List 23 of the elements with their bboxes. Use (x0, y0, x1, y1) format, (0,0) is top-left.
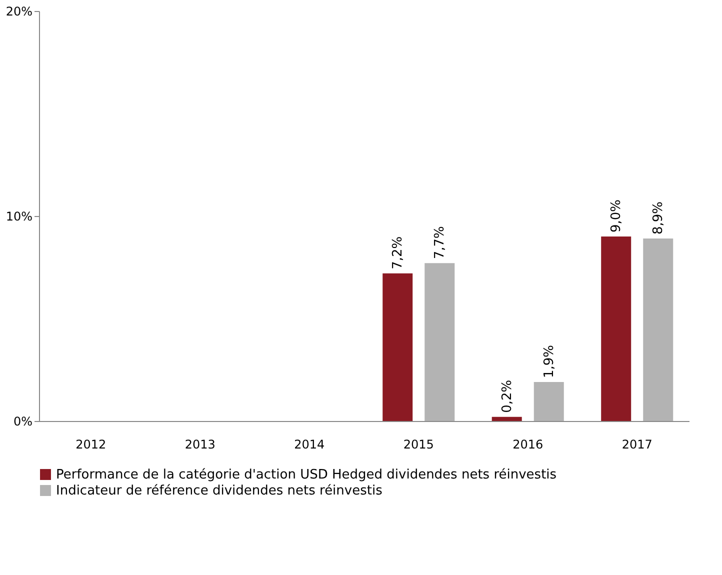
bar (424, 263, 455, 421)
y-tick-label: 20% (6, 4, 32, 18)
x-tick-label: 2013 (184, 438, 216, 452)
data-label: 9,0% (609, 199, 624, 232)
bar (492, 416, 522, 421)
data-label: 7,2% (390, 236, 406, 270)
x-tick-label: 2016 (512, 438, 544, 452)
x-tick-label: 2012 (76, 438, 106, 452)
data-label: 0,2% (500, 380, 515, 413)
y-tick-label: 0% (13, 414, 32, 428)
data-label: 7,7% (432, 226, 448, 260)
bar (534, 382, 564, 421)
x-tick-label: 2017 (622, 438, 652, 452)
legend-label: Performance de la catégorie d'action USD Hedged dividendes nets réinvestis (56, 468, 557, 482)
x-tick-label: 2015 (403, 438, 434, 452)
data-label: 8,9% (651, 202, 666, 235)
legend-label: Indicateur de référence dividendes nets réinvestis (56, 484, 383, 498)
y-tick-label: 10% (6, 210, 32, 224)
bar (643, 238, 674, 421)
x-tick-label: 2014 (294, 438, 325, 452)
data-label: 1,9% (542, 345, 557, 378)
bar (382, 273, 413, 421)
bar (601, 236, 632, 421)
